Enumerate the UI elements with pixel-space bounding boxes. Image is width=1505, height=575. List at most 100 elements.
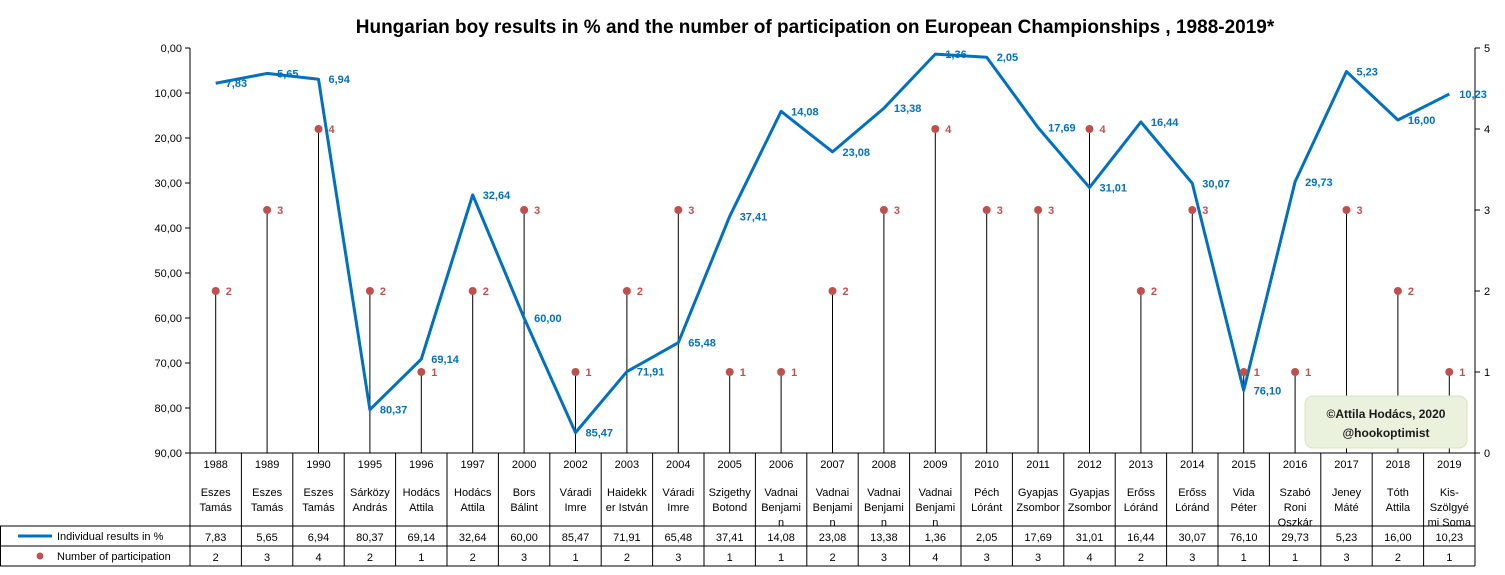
line-series-layer (215, 52, 1450, 435)
axes-layer: 0,00 10,00 20,00 30,00 40,00 50,00 60,00 70,00 8… (154, 43, 1490, 460)
x-category-label: 2005 (717, 459, 741, 471)
result-data-label: 32,64 (483, 190, 511, 202)
participation-point (263, 206, 272, 214)
table-result-cell: 2,05 (976, 532, 997, 544)
participation-point (1136, 287, 1145, 295)
athlete-name-line: Péter (1231, 502, 1258, 514)
athlete-name-line: Gyapjas (1069, 487, 1110, 499)
x-category-label: 2018 (1386, 459, 1410, 471)
result-data-label: 5,65 (277, 68, 298, 80)
result-data-label: 31,01 (1100, 183, 1128, 195)
athlete-name-line: Benjami (761, 502, 801, 514)
right-axis-tick-label: 3 (1484, 205, 1490, 217)
participation-data-label: 3 (1048, 205, 1054, 217)
copyright-line-2: @hookoptimist (1342, 426, 1429, 440)
result-data-label: 7,83 (226, 78, 247, 90)
participation-data-label: 3 (534, 205, 540, 217)
athlete-name-line: Vadnai (816, 487, 849, 499)
athlete-name-line: Tamás (251, 502, 284, 514)
table-participation-cell: 2 (470, 552, 476, 564)
x-category-label: 2009 (923, 459, 947, 471)
table-result-cell: 71,91 (613, 532, 641, 544)
table-participation-cell: 3 (1189, 552, 1195, 564)
athlete-name-line: Kis- (1440, 487, 1459, 499)
copyright-line-1: ©Attila Hodács, 2020 (1327, 407, 1446, 421)
athlete-name-line: Attila (409, 502, 434, 514)
right-axis-tick-label: 0 (1484, 448, 1490, 460)
x-category-label: 2013 (1129, 459, 1153, 471)
participation-data-label: 2 (1151, 286, 1157, 298)
athlete-name-line: n (932, 517, 938, 529)
table-result-cell: 7,83 (205, 532, 226, 544)
result-data-label: 37,41 (740, 211, 768, 223)
table-participation-cell: 3 (521, 552, 527, 564)
athlete-name-line: Hodács (403, 487, 441, 499)
athlete-name-line: Lóránt (971, 502, 1002, 514)
participation-data-label: 1 (791, 367, 797, 379)
table-participation-cell: 2 (1138, 552, 1144, 564)
table-result-cell: 76,10 (1230, 532, 1258, 544)
left-axis-tick-label: 10,00 (154, 88, 182, 100)
table-result-cell: 14,08 (767, 532, 795, 544)
table-participation-cell: 3 (881, 552, 887, 564)
athlete-name-line: Lóránd (1124, 502, 1158, 514)
participation-data-label: 2 (226, 286, 232, 298)
participation-data-label: 2 (380, 286, 386, 298)
x-category-label: 2012 (1077, 459, 1101, 471)
x-category-label: 2000 (512, 459, 536, 471)
x-category-label: 2017 (1334, 459, 1358, 471)
table-participation-cell: 3 (984, 552, 990, 564)
participation-data-label: 2 (1408, 286, 1414, 298)
x-category-label: 2011 (1026, 459, 1050, 471)
participation-point (571, 368, 580, 376)
table-result-cell: 23,08 (819, 532, 847, 544)
x-category-label: 2016 (1283, 459, 1307, 471)
table-participation-cell: 3 (675, 552, 681, 564)
athlete-name-line: Eszes (252, 487, 282, 499)
left-axis-tick-label: 20,00 (154, 133, 182, 145)
athlete-name-line: Váradi (560, 487, 592, 499)
table-participation-cell: 1 (1446, 552, 1452, 564)
table-participation-cell: 1 (727, 552, 733, 564)
participation-point (982, 206, 991, 214)
athlete-name-line: Szigethy (709, 487, 752, 499)
participation-point (622, 287, 631, 295)
table-result-cell: 13,38 (870, 532, 898, 544)
participation-point (1393, 287, 1402, 295)
athlete-name-line: Tóth (1387, 487, 1409, 499)
athlete-name-line: Szabó (1279, 487, 1310, 499)
result-data-label: 10,23 (1459, 89, 1487, 101)
result-data-label: 17,69 (1048, 123, 1076, 135)
copyright-box: ©Attila Hodács, 2020 @hookoptimist (1304, 395, 1468, 449)
x-category-label: 1997 (460, 459, 484, 471)
table-participation-cell: 4 (932, 552, 938, 564)
participation-point (1342, 206, 1351, 214)
participation-data-label: 4 (945, 124, 952, 136)
table-participation-cell: 4 (315, 552, 321, 564)
table-result-cell: 60,00 (510, 532, 538, 544)
x-category-label: 2004 (666, 459, 690, 471)
participation-data-label: 1 (1254, 367, 1260, 379)
athlete-name-line: Sárközy (350, 487, 390, 499)
x-category-label: 2010 (974, 459, 998, 471)
participation-data-label: 4 (1100, 124, 1107, 136)
athlete-name-line: Szölgyé (1430, 502, 1469, 514)
table-participation-cell: 3 (1035, 552, 1041, 564)
athlete-name-line: Hodács (454, 487, 492, 499)
result-data-label: 65,48 (688, 338, 716, 350)
participation-point (468, 287, 477, 295)
left-axis-tick-label: 90,00 (154, 448, 182, 460)
athlete-name-line: Zsombor (1068, 502, 1112, 514)
copyright-box-bg (1304, 395, 1468, 449)
result-data-label: 29,73 (1305, 177, 1333, 189)
result-data-label: 69,14 (431, 354, 459, 366)
participation-data-label: 3 (1202, 205, 1208, 217)
x-category-label: 1989 (255, 459, 279, 471)
participation-data-label: 2 (483, 286, 489, 298)
table-result-cell: 31,01 (1076, 532, 1104, 544)
athlete-name-line: Bálint (510, 502, 538, 514)
table-result-cell: 5,23 (1336, 532, 1357, 544)
table-result-cell: 10,23 (1436, 532, 1464, 544)
table-result-cell: 85,47 (562, 532, 590, 544)
